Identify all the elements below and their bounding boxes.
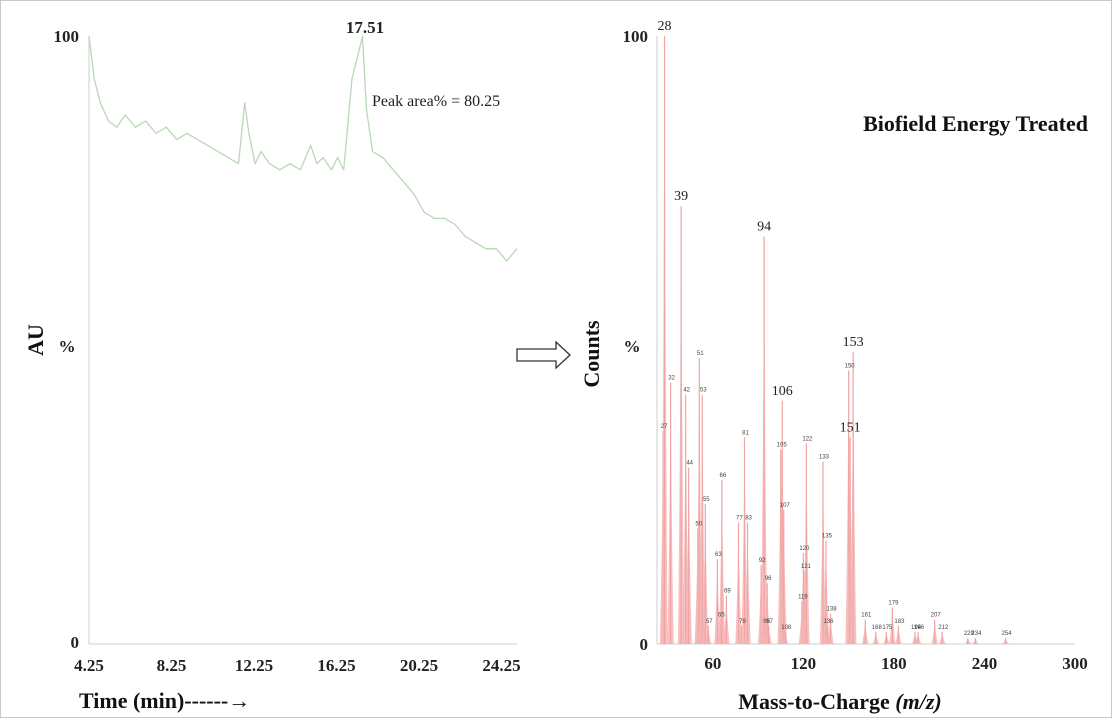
spectrum-peak-labels: 27 28 32 39 42 44 50 51 53 55 57 63 65 66 69 77 79 81 83 92… bbox=[658, 19, 1013, 637]
spectrum-peak-label-minor: 196 bbox=[914, 625, 925, 631]
spectrum-peak-label-minor: 138 bbox=[827, 607, 838, 613]
spectrum-peak-label-minor: 150 bbox=[845, 363, 856, 369]
chromatogram-series-line bbox=[88, 35, 518, 262]
spectrum-peak-label-minor: 66 bbox=[720, 473, 727, 479]
spectrum-y-tick-max: 100 bbox=[623, 27, 649, 46]
chromatogram-y-unit: % bbox=[59, 337, 76, 356]
spectrum-peak-label-minor: 63 bbox=[715, 552, 722, 558]
spectrum-peak-label-minor: 79 bbox=[739, 619, 746, 625]
spectrum-peak-label-minor: 81 bbox=[742, 430, 749, 436]
chromatogram-y-tick-min: 0 bbox=[71, 633, 80, 652]
spectrum-y-tick-min: 0 bbox=[640, 635, 649, 654]
spectrum-title: Biofield Energy Treated bbox=[863, 111, 1088, 136]
spectrum-peak-label-minor: 51 bbox=[697, 351, 704, 357]
spectrum-peak-label-minor: 120 bbox=[799, 546, 810, 552]
spectrum-peak-label-minor: 27 bbox=[661, 424, 668, 430]
spectrum-peak-label-minor: 32 bbox=[668, 376, 675, 382]
spectrum-x-tick-label: 300 bbox=[1062, 654, 1088, 673]
spectrum-x-tick-label: 240 bbox=[972, 654, 998, 673]
spectrum-peak-label-minor: 55 bbox=[703, 497, 710, 503]
chromatogram-x-tick-label: 20.25 bbox=[400, 656, 438, 675]
spectrum-x-axis-label: Mass-to-Charge (m/z) bbox=[738, 689, 941, 714]
spectrum-peak-label-minor: 175 bbox=[882, 625, 893, 631]
chromatogram-annotation: Peak area% = 80.25 bbox=[372, 93, 500, 110]
spectrum-peak-label-minor: 168 bbox=[872, 625, 883, 631]
spectrum-peak-label-minor: 108 bbox=[781, 625, 792, 631]
chromatogram-x-tick-label: 16.25 bbox=[317, 656, 355, 675]
spectrum-peak-label-minor: 121 bbox=[801, 564, 812, 570]
spectrum-peak-label-minor: 53 bbox=[700, 388, 707, 394]
spectrum-x-axis-label-text: Mass-to-Charge bbox=[738, 689, 895, 714]
spectrum-peak-label-minor: 69 bbox=[724, 588, 731, 594]
spectrum-peak-label-major: 153 bbox=[843, 335, 864, 350]
spectrum-peak-label-major: 106 bbox=[772, 384, 793, 399]
mass-spectrum-chart: 100 0 % Counts Mass-to-Charge (m/z) Biof… bbox=[579, 19, 1088, 714]
chromatogram-x-ticks: 4.25 8.25 12.25 16.25 20.25 24.25 bbox=[74, 656, 521, 675]
spectrum-peak-label-minor: 95 bbox=[763, 619, 770, 625]
chromatogram-x-axis-label: Time (min)------→ bbox=[79, 688, 250, 713]
spectrum-x-axis-label-unit: (m/z) bbox=[895, 689, 941, 714]
spectrum-peak-label-minor: 97 bbox=[766, 619, 773, 625]
spectrum-peak-label-minor: 96 bbox=[765, 576, 772, 582]
spectrum-x-ticks: 60 120 180 240 300 bbox=[704, 654, 1087, 673]
spectrum-peak-label-minor: 212 bbox=[938, 625, 949, 631]
chromatogram-y-axis-label: AU bbox=[23, 324, 48, 356]
spectrum-peak-label-major: 39 bbox=[674, 189, 688, 204]
spectrum-peak-label-minor: 42 bbox=[683, 388, 690, 394]
spectrum-peak-label-minor: 105 bbox=[777, 442, 788, 448]
spectrum-peak-label-minor: 65 bbox=[718, 613, 725, 619]
spectrum-peak-label-minor: 50 bbox=[695, 521, 702, 527]
spectrum-peak-label-minor: 57 bbox=[706, 619, 713, 625]
spectrum-peak-label-minor: 44 bbox=[686, 461, 693, 467]
spectrum-peak-label-minor: 77 bbox=[736, 515, 743, 521]
spectrum-peak-label-minor: 133 bbox=[819, 455, 830, 461]
spectrum-peak-label-minor: 207 bbox=[931, 613, 942, 619]
chromatogram-x-tick-label: 8.25 bbox=[157, 656, 187, 675]
chromatogram-y-tick-max: 100 bbox=[54, 27, 80, 46]
chromatogram-peak-label: 17.51 bbox=[346, 18, 384, 37]
chromatogram-chart: 100 0 % AU Time (min)------→ 4.25 8.25 12.… bbox=[23, 18, 521, 713]
chromatogram-x-tick-label: 24.25 bbox=[482, 656, 520, 675]
spectrum-peak-label-minor: 136 bbox=[824, 619, 835, 625]
spectrum-peak-label-minor: 183 bbox=[894, 619, 905, 625]
spectrum-x-tick-label: 120 bbox=[791, 654, 817, 673]
spectrum-peak-label-minor: 179 bbox=[888, 601, 899, 607]
spectrum-peak-label-major: 28 bbox=[658, 19, 672, 34]
chromatogram-x-tick-label: 4.25 bbox=[74, 656, 104, 675]
spectrum-x-tick-label: 60 bbox=[704, 654, 721, 673]
spectrum-peak-label-minor: 119 bbox=[798, 594, 808, 600]
spectrum-peak-label-minor: 234 bbox=[971, 631, 982, 637]
chromatogram-x-tick-label: 12.25 bbox=[235, 656, 273, 675]
spectrum-y-axis-label: Counts bbox=[579, 320, 604, 388]
spectrum-peak-label-minor: 254 bbox=[1002, 631, 1013, 637]
spectrum-peak-label-minor: 161 bbox=[861, 613, 872, 619]
spectrum-peak-label-minor: 229 bbox=[964, 631, 975, 637]
spectrum-peak-label-major: 151 bbox=[840, 420, 861, 435]
spectrum-peak-label-minor: 107 bbox=[780, 503, 791, 509]
spectrum-peak-label-minor: 122 bbox=[802, 436, 813, 442]
right-hollow-arrow-icon bbox=[516, 340, 571, 370]
spectrum-x-tick-label: 180 bbox=[881, 654, 907, 673]
spectrum-peak-label-minor: 194 bbox=[911, 625, 922, 631]
spectrum-y-unit: % bbox=[624, 337, 641, 356]
spectrum-peak-label-minor: 135 bbox=[822, 534, 833, 540]
spectrum-peak-label-minor: 92 bbox=[759, 558, 766, 564]
spectrum-bars bbox=[659, 36, 1009, 644]
spectrum-peak-label-major: 94 bbox=[757, 220, 771, 235]
spectrum-peak-label-minor: 83 bbox=[745, 515, 752, 521]
